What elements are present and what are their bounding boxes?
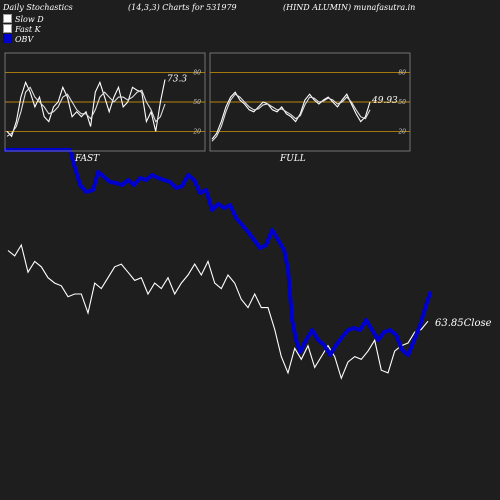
- full-last-value: 49.93: [371, 96, 398, 106]
- fast-last-value: 73.3: [167, 74, 187, 84]
- close-price-line: [7, 243, 429, 380]
- obv-line: [3, 148, 432, 357]
- fast-series-fast-k: [6, 79, 166, 138]
- legend-fast-k: Fast K: [3, 24, 41, 34]
- full-tick-label: 80: [398, 70, 406, 77]
- full-series-fast-k: [211, 91, 371, 140]
- chart-title: Daily Stochastics: [3, 3, 73, 12]
- legend-obv: OBV: [3, 34, 33, 44]
- fast-tick-label: 80: [193, 70, 201, 77]
- fast-panel-title: FAST: [74, 154, 100, 164]
- price-obv-area: 63.85Close: [3, 148, 492, 380]
- close-value-label: 63.85Close: [435, 318, 492, 329]
- fast-series-slow-d: [6, 86, 166, 137]
- fast-tick-label: 20: [192, 128, 201, 135]
- full-series-slow-d: [211, 93, 371, 142]
- obv-swatch: [3, 34, 12, 43]
- legend-slow-d: Slow D: [3, 14, 44, 24]
- legend-fast-k-label: Fast K: [15, 25, 41, 34]
- chart-params: (14,3,3) Charts for 531979: [128, 3, 237, 12]
- fast-stochastics-panel: 80 50 20 73.3 FAST: [4, 52, 206, 164]
- chart-company: (HIND ALUMIN) munafasutra.in: [283, 3, 416, 12]
- full-panel-title: FULL: [279, 154, 306, 164]
- legend-slow-d-label: Slow D: [15, 15, 44, 24]
- slow-d-swatch: [3, 14, 12, 23]
- fast-tick-label: 50: [193, 99, 201, 106]
- fast-k-swatch: [3, 24, 12, 33]
- full-stochastics-panel: 80 50 20 49.93 FULL: [209, 52, 411, 164]
- full-tick-label: 20: [397, 128, 406, 135]
- legend-obv-label: OBV: [15, 35, 34, 44]
- full-tick-label: 50: [398, 99, 406, 106]
